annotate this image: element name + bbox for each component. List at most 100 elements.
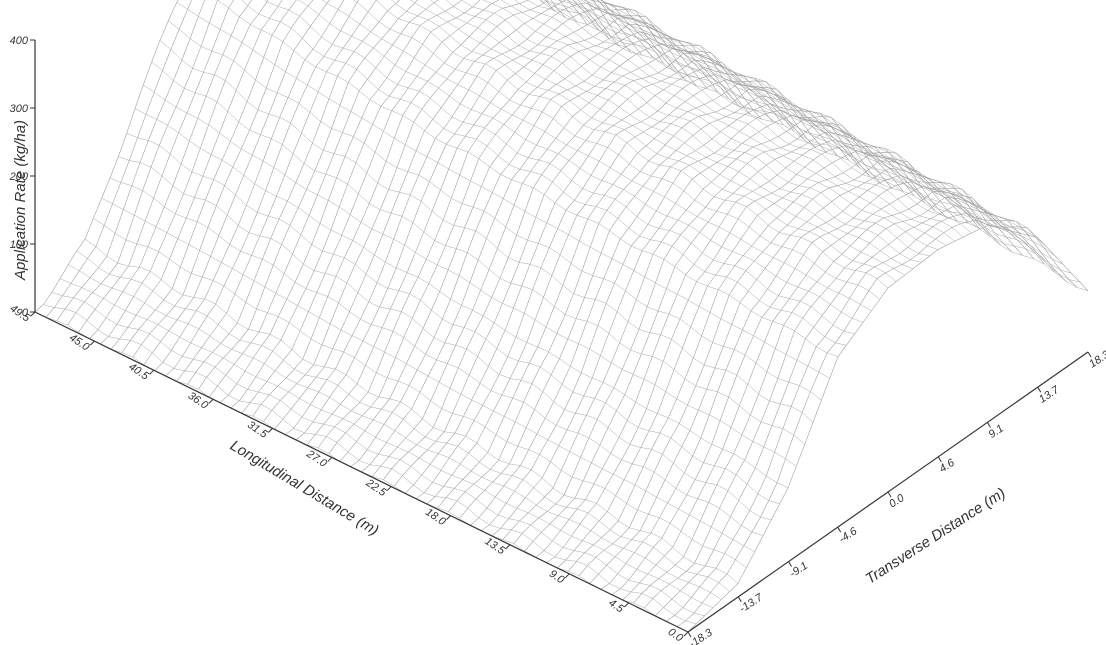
x-tick-label: 40.5 [126, 361, 151, 383]
z-tick-label: 200 [9, 171, 29, 183]
mesh-line-longitudinal [134, 108, 789, 489]
mesh-line-transverse [34, 0, 179, 313]
mesh-line-transverse [241, 0, 643, 414]
x-tick-label: 18.0 [423, 506, 448, 528]
mesh-line-transverse [306, 12, 708, 446]
y-tick [1037, 386, 1042, 393]
mesh-line-transverse [361, 44, 762, 473]
y-tick-label: -9.1 [788, 560, 810, 580]
mesh-line-longitudinal [51, 292, 705, 617]
mesh-line-longitudinal [572, 0, 1064, 265]
mesh-line-longitudinal [500, 0, 947, 246]
x-axis-line [34, 311, 689, 633]
x-tick [30, 311, 36, 317]
mesh-line-longitudinal [217, 0, 839, 358]
mesh-line-transverse [328, 23, 730, 454]
axes [30, 39, 1092, 638]
mesh-line-longitudinal [514, 0, 955, 242]
x-tick-label: 36.0 [186, 390, 211, 412]
mesh-line-longitudinal [68, 264, 722, 600]
y-tick [837, 526, 842, 533]
x-tick [624, 602, 629, 608]
x-tick [90, 340, 95, 346]
mesh-line-longitudinal [176, 2, 830, 379]
y-tick [987, 422, 991, 428]
mesh-line-longitudinal [596, 0, 1014, 232]
mesh-line-longitudinal [241, 0, 847, 346]
tick-labels: 0.04.59.013.518.022.527.031.536.040.545.… [8, 35, 1106, 645]
mesh-line-transverse [481, 110, 882, 531]
mesh-line-transverse [502, 119, 904, 540]
mesh-line-longitudinal [109, 177, 764, 537]
y-tick [1087, 351, 1092, 358]
mesh-line-transverse [89, 0, 253, 339]
mesh-line-transverse [285, 2, 686, 435]
mesh-line-longitudinal [446, 0, 922, 263]
mesh-line-longitudinal [353, 0, 880, 300]
z-tick-label: 300 [10, 103, 29, 115]
mesh-line-longitudinal [584, 0, 997, 228]
mesh-line-longitudinal [126, 133, 780, 505]
z-axis-title: Application Rate (kg/ha) [12, 120, 29, 281]
x-tick [208, 398, 214, 404]
x-tick-label: 31.5 [245, 419, 270, 441]
mesh-line-transverse [655, 205, 1056, 616]
mesh-line-longitudinal [410, 0, 905, 276]
mesh-line-transverse [45, 0, 192, 318]
mesh-line-transverse [219, 0, 621, 403]
y-tick-label: 0.0 [887, 492, 907, 511]
z-tick-label: 400 [10, 35, 29, 47]
y-tick [937, 456, 942, 463]
mesh-line-transverse [67, 0, 218, 326]
mesh-line-longitudinal [321, 0, 872, 312]
x-tick-label: 27.0 [304, 447, 330, 470]
mesh-line-longitudinal [596, 0, 1047, 247]
x-tick [386, 486, 392, 491]
mesh-line-longitudinal [376, 0, 889, 289]
x-axis-title: Longitudinal Distance (m) [227, 437, 382, 539]
mesh-line-longitudinal [482, 0, 939, 250]
z-tick-label: 0 [22, 307, 29, 319]
y-tick [788, 561, 792, 567]
y-tick [887, 491, 892, 498]
y-axis-title: Transverse Distance (m) [863, 485, 1009, 588]
mesh-line-transverse [513, 124, 915, 544]
x-tick [149, 369, 155, 375]
x-tick [446, 515, 451, 520]
mesh-line-longitudinal [59, 278, 714, 608]
y-tick-label: 4.6 [937, 456, 957, 475]
y-tick-label: 18.3 [1087, 348, 1106, 370]
mesh-line-longitudinal [151, 61, 805, 445]
mesh-line-longitudinal [557, 0, 1072, 274]
y-tick [687, 631, 692, 638]
mesh-line-transverse [132, 0, 314, 358]
mesh-line-longitudinal [430, 0, 914, 270]
mesh-line-transverse [524, 131, 926, 552]
mesh-line-longitudinal [84, 238, 739, 584]
mesh-line-transverse [252, 0, 653, 417]
mesh-line-longitudinal [538, 0, 1089, 292]
mesh-line-transverse [143, 0, 545, 365]
mesh-line-longitudinal [118, 156, 772, 521]
surface-mesh [34, 0, 1089, 633]
mesh-line-longitudinal [580, 0, 989, 226]
mesh-line-longitudinal [391, 0, 897, 282]
y-tick-label: 13.7 [1037, 384, 1062, 406]
mesh-line-longitudinal [93, 218, 747, 568]
mesh-line-transverse [589, 167, 991, 584]
x-tick [505, 544, 511, 550]
x-tick-label: 22.5 [363, 477, 389, 500]
x-tick [564, 573, 570, 579]
mesh-line-longitudinal [168, 20, 822, 401]
x-tick [683, 631, 689, 637]
mesh-line-longitudinal [101, 197, 755, 553]
mesh-line-transverse [296, 8, 697, 441]
mesh-line-transverse [339, 31, 740, 462]
mesh-line-longitudinal [461, 0, 930, 257]
mesh-line-longitudinal [43, 304, 697, 625]
mesh-line-transverse [666, 213, 1067, 622]
y-tick [737, 596, 742, 603]
mesh-line-longitudinal [544, 0, 1080, 283]
mesh-line-transverse [448, 89, 849, 512]
